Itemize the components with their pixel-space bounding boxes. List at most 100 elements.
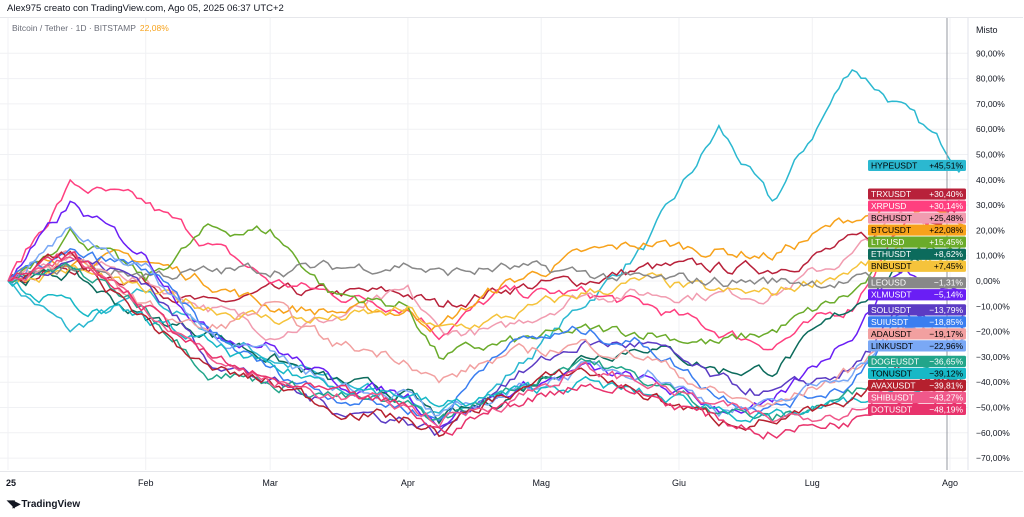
series-label-value: −43,27%	[929, 392, 963, 402]
tradingview-logo-icon: ◥▶	[7, 499, 20, 510]
series-label-leousd	[868, 277, 966, 289]
series-label-btcusdt	[868, 224, 966, 236]
y-tick-label: 10,00%	[976, 251, 1005, 261]
y-tick-label: 30,00%	[976, 200, 1005, 210]
y-tick-label: −30,00%	[976, 352, 1010, 362]
y-tick-label: 50,00%	[976, 150, 1005, 160]
series-label-hypeusdt	[868, 159, 966, 172]
series-label-value: +7,45%	[934, 261, 964, 271]
symbol-change: 22,08%	[139, 23, 169, 33]
chart-attribution: Alex975 creato con TradingView.com, Ago …	[7, 3, 284, 14]
series-label-value: −19,17%	[929, 329, 963, 339]
series-label-value: +30,40%	[929, 189, 963, 199]
series-line-dotusdt	[7, 251, 964, 440]
chart-frame	[0, 17, 1023, 472]
series-label-value: −48,19%	[929, 404, 963, 414]
series-label-value: +45,51%	[929, 160, 963, 170]
y-tick-label: −20,00%	[976, 327, 1010, 337]
series-label-name: AVAXUSDT	[871, 380, 916, 390]
y-tick-label: 40,00%	[976, 175, 1005, 185]
series-label-name: XRPUSD	[871, 201, 906, 211]
series-label-name: TRXUSDT	[871, 189, 911, 199]
series-label-name: BTCUSDT	[871, 225, 911, 235]
x-tick-label: Ago	[942, 478, 958, 488]
series-label-value: −18,85%	[929, 317, 963, 327]
x-tick-label: Apr	[401, 478, 415, 488]
series-label-bnbusdt	[868, 260, 966, 272]
series-line-solusdt	[7, 256, 964, 437]
series-label-solusdt	[868, 304, 966, 316]
y-tick-label: 70,00%	[976, 99, 1005, 109]
series-label-value: +30,14%	[929, 201, 963, 211]
x-tick-label: Feb	[138, 478, 154, 488]
series-label-ethusdt	[868, 248, 966, 260]
series-line-avaxusdt	[7, 250, 964, 438]
x-tick-label: Giu	[672, 478, 686, 488]
series-label-suiusdt	[868, 316, 966, 328]
brand-text: TradingView	[21, 499, 81, 510]
series-line-bnbusdt	[7, 245, 964, 330]
y-tick-label: 0,00%	[976, 276, 1001, 286]
series-label-name: SUIUSDT	[871, 317, 908, 327]
series-label-value: +15,45%	[929, 237, 963, 247]
series-label-value: +25,48%	[929, 213, 963, 223]
series-line-trxusdt	[7, 203, 964, 309]
series-label-trxusdt	[868, 188, 966, 200]
series-label-value: −39,12%	[929, 368, 963, 378]
series-label-tonusdt	[868, 367, 966, 379]
series-label-xrpusd	[868, 200, 966, 212]
x-tick-label: Mag	[532, 478, 550, 488]
series-line-adausdt	[7, 254, 964, 408]
y-tick-label: −40,00%	[976, 377, 1010, 387]
series-label-name: ADAUSDT	[871, 329, 912, 339]
series-label-xlmusdt	[868, 289, 966, 301]
series-label-name: DOGEUSDT	[871, 356, 919, 366]
series-label-linkusdt	[868, 340, 966, 352]
series-label-value: −5,14%	[934, 290, 964, 300]
series-label-name: DOTUSDT	[871, 404, 912, 414]
x-tick-label: Lug	[805, 478, 820, 488]
y-tick-label: −10,00%	[976, 301, 1010, 311]
series-label-value: −13,79%	[929, 305, 963, 315]
series-label-name: HYPEUSDT	[871, 160, 917, 170]
series-label-name: BCHUSDT	[871, 213, 912, 223]
series-label-dotusdt	[868, 403, 966, 415]
series-label-value: +22,08%	[929, 225, 963, 235]
series-line-linkusdt	[7, 226, 964, 418]
series-label-ltcusd	[868, 236, 966, 248]
x-tick-label: Mar	[262, 478, 278, 488]
y-tick-label: −70,00%	[976, 453, 1010, 463]
series-label-name: LTCUSD	[871, 237, 904, 247]
series-line-xlmusdt	[7, 200, 964, 429]
series-label-name: BNBUSDT	[871, 261, 912, 271]
series-line-xrpusd	[7, 178, 964, 351]
x-tick-label: 25	[6, 478, 16, 488]
series-label-name: LINKUSDT	[871, 341, 913, 351]
series-label-name: TONUSDT	[871, 368, 912, 378]
series-line-btcusdt	[7, 204, 964, 333]
series-label-avaxusdt	[868, 379, 966, 391]
series-label-value: −1,31%	[934, 278, 964, 288]
symbol-legend[interactable]: Bitcoin / Tether · 1D · BITSTAMP 22,08%	[12, 23, 169, 33]
series-label-name: SOLUSDT	[871, 305, 911, 315]
y-tick-label: 90,00%	[976, 48, 1005, 58]
series-label-name: LEOUSD	[871, 278, 906, 288]
tradingview-brand: ◥▶ TradingView	[7, 499, 80, 510]
series-label-value: −36,65%	[929, 356, 963, 366]
series-label-value: −22,96%	[929, 341, 963, 351]
series-line-tonusdt	[7, 280, 964, 423]
series-line-leousd	[7, 259, 964, 289]
series-label-value: +8,62%	[934, 249, 964, 259]
series-label-name: SHIBUSDT	[871, 392, 914, 402]
series-label-value: −39,81%	[929, 380, 963, 390]
scale-mode-label[interactable]: Misto	[976, 25, 998, 35]
series-line-suiusdt	[7, 247, 964, 422]
series-label-dogeusdt	[868, 355, 966, 367]
series-line-ltcusd	[7, 223, 964, 360]
series-label-adausdt	[868, 328, 966, 340]
y-tick-label: 60,00%	[976, 124, 1005, 134]
series-line-shibusdt	[7, 256, 964, 429]
series-label-name: ETHUSDT	[871, 249, 911, 259]
series-label-shibusdt	[868, 391, 966, 403]
